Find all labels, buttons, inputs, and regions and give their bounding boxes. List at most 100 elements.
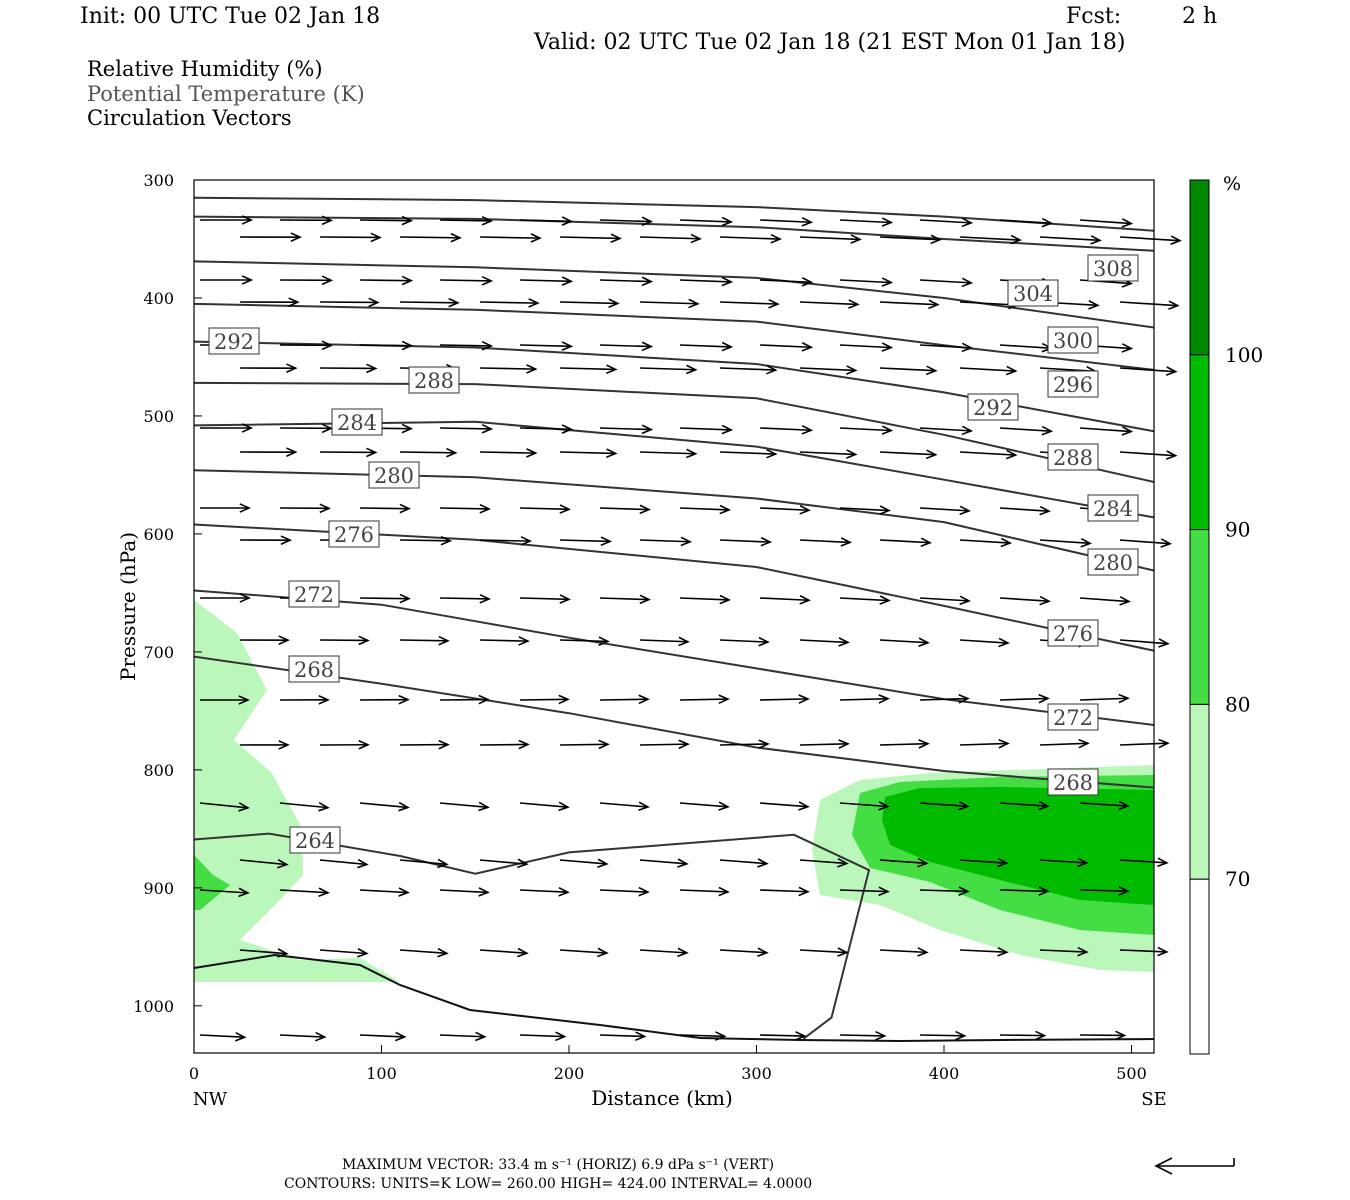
vector-arrow (679, 1031, 727, 1041)
contour-label-264: 264 (289, 826, 341, 854)
contour-label-268: 268 (1047, 768, 1099, 796)
x-axis-title: Distance (km) (591, 1086, 733, 1110)
vector-arrow (759, 425, 814, 435)
vector-arrow (839, 886, 890, 897)
contour-label-292: 292 (208, 327, 260, 355)
svg-text:308: 308 (1093, 257, 1133, 281)
vector-arrow (239, 948, 289, 958)
vector-arrow (439, 801, 490, 812)
vector-arrow (879, 947, 929, 957)
colorbar-level: 80 (1225, 692, 1250, 716)
vector-arrow (239, 363, 298, 373)
vector-arrow (919, 425, 974, 436)
vector-arrow (559, 364, 618, 375)
contour-label-288: 288 (408, 366, 460, 394)
vector-arrow (359, 593, 411, 604)
svg-text:280: 280 (374, 464, 414, 488)
svg-text:284: 284 (1093, 497, 1133, 521)
vector-arrow (999, 595, 1051, 606)
svg-text:272: 272 (1053, 706, 1093, 730)
vector-arrow (399, 535, 453, 546)
vector-arrow (919, 342, 974, 353)
vector-arrow (1119, 946, 1169, 957)
vector-arrow (239, 297, 300, 307)
vector-arrow (599, 341, 654, 352)
rh-region (882, 787, 1154, 905)
vector-arrow (439, 215, 494, 226)
vector-arrow (599, 694, 650, 705)
relative-humidity-fill (194, 600, 1154, 982)
vector-arrow (439, 593, 491, 604)
vector-arrow (639, 739, 690, 750)
vector-arrow (519, 504, 571, 514)
vector-arrow (479, 536, 533, 546)
vector-arrow (1079, 800, 1130, 811)
contour-label-288: 288 (1047, 443, 1099, 471)
vector-arrow (399, 447, 458, 458)
vector-arrow (1079, 426, 1134, 436)
vector-arrow (799, 299, 860, 309)
vector-arrow (279, 695, 330, 705)
contour-label-284: 284 (1087, 494, 1139, 522)
rh-region (194, 600, 400, 982)
vector-arrow (319, 363, 378, 374)
vector-arrow (319, 447, 378, 458)
contour-label-272: 272 (288, 580, 340, 608)
x-tick-label: 300 (741, 1064, 772, 1083)
vector-arrow (879, 537, 933, 548)
vector-arrow (399, 739, 450, 750)
vector-arrow (319, 635, 370, 646)
vector-arrow (679, 276, 734, 287)
vector-arrow (839, 425, 894, 435)
vector-arrow (599, 504, 651, 515)
vector-arrow (519, 424, 574, 434)
vector-arrow (639, 636, 690, 647)
theta-contour-276 (194, 523, 1154, 652)
vector-arrow (279, 1031, 327, 1042)
vector-arrow (519, 694, 570, 705)
vector-arrow (1119, 538, 1173, 548)
vector-arrow (479, 858, 529, 869)
svg-text:276: 276 (334, 523, 374, 547)
vector-arrow (919, 505, 971, 516)
vector-arrow (279, 423, 334, 434)
vector-arrow (1039, 537, 1093, 548)
vector-arrow (1119, 857, 1169, 868)
vector-arrow (200, 593, 251, 603)
vector-arrow (279, 275, 334, 286)
vector-arrow (679, 694, 730, 705)
vector-arrow (519, 594, 571, 604)
contour-label-300: 300 (1047, 326, 1099, 354)
vector-arrow (319, 232, 382, 243)
x-tick-label: 200 (554, 1064, 585, 1083)
vector-arrow (879, 299, 940, 310)
vector-arrow (759, 1031, 807, 1041)
plot-frame (193, 179, 1155, 1054)
vector-arrow (559, 448, 618, 459)
terrain-line (194, 953, 1154, 1043)
vector-arrow (919, 800, 970, 811)
vector-arrow (479, 636, 530, 646)
vector-arrow (519, 276, 574, 286)
forecast-label: Fcst: (1066, 4, 1122, 29)
vector-arrow (719, 947, 769, 957)
y-tick-label: 500 (143, 407, 174, 426)
vector-arrow (439, 694, 490, 705)
vector-arrow (199, 887, 250, 898)
theta-contour-268 (194, 655, 1154, 789)
vector-arrow (559, 947, 609, 958)
vector-arrow (719, 739, 770, 749)
vector-arrow (799, 234, 862, 244)
vector-arrow (239, 635, 290, 645)
vector-arrow (639, 448, 698, 459)
circulation-vectors (199, 215, 1182, 1042)
vector-arrow (639, 364, 698, 375)
vector-arrow (439, 887, 490, 897)
vector-arrow (599, 801, 650, 812)
theta-contour-284 (194, 420, 1154, 519)
y-tick-label: 400 (143, 289, 174, 308)
svg-text:268: 268 (1053, 771, 1093, 795)
vector-arrow (759, 801, 810, 811)
vector-arrow (759, 277, 814, 287)
vector-arrow (879, 234, 942, 245)
